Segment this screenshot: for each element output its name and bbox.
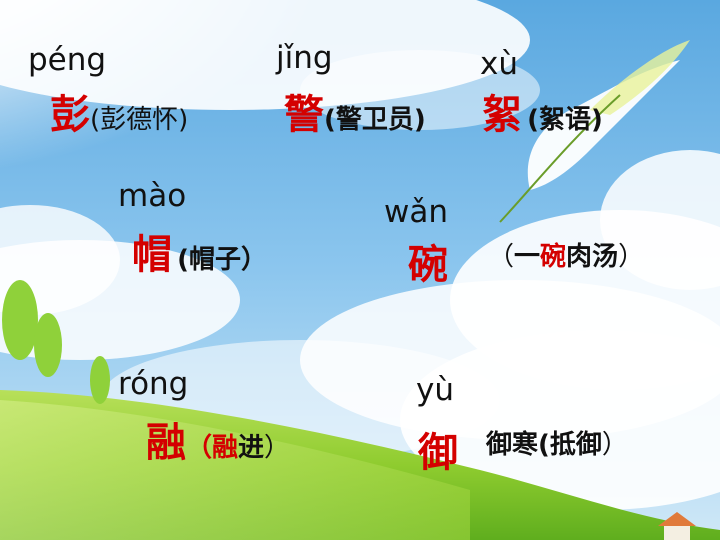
- tree-decoration: [2, 280, 110, 404]
- entry-peng: 彭(彭德怀): [50, 82, 188, 140]
- entry-jing: 警(警卫员): [284, 82, 426, 140]
- char-xu: 絮: [482, 92, 522, 138]
- word-rong-hl: 融: [212, 433, 239, 463]
- pinyin-xu: xù: [480, 46, 518, 82]
- word-jing: 警卫员: [335, 105, 414, 135]
- pinyin-rong: róng: [118, 366, 189, 402]
- word-jing-close: ): [413, 105, 426, 135]
- entry-rong: 融（融进）: [146, 410, 290, 468]
- word-rong-open: （: [186, 433, 213, 463]
- feather-decoration: [499, 40, 690, 223]
- word-rong-close: ）: [264, 433, 291, 463]
- pinyin-yu: yù: [416, 372, 454, 408]
- pinyin-wan: wǎn: [384, 194, 448, 230]
- pinyin-peng: péng: [28, 42, 107, 78]
- word-xu-close: ): [591, 105, 603, 135]
- pinyin-jing: jǐng: [276, 40, 333, 76]
- word-xu: 絮语: [538, 105, 591, 135]
- word-yu: 御寒(抵御: [486, 430, 602, 460]
- word-wan-hl: 碗: [540, 242, 567, 272]
- word-xu-open: (: [527, 105, 539, 135]
- char-yu-wrap: 御: [418, 420, 458, 478]
- entry-yu: 御寒(抵御）: [486, 424, 628, 461]
- word-wan-close: ）: [618, 242, 645, 272]
- word-peng: 彭德怀: [100, 105, 179, 135]
- entry-xu: 絮 (絮语): [482, 82, 603, 140]
- word-peng-open: (: [90, 105, 101, 135]
- word-mao-open: (: [177, 245, 189, 275]
- word-wan-open: （: [488, 242, 515, 272]
- char-wan: 碗: [408, 242, 448, 288]
- char-yu: 御: [418, 430, 458, 476]
- word-wan-pre: 一: [514, 242, 541, 272]
- word-wan-post: 肉汤: [566, 242, 619, 272]
- word-mao: 帽子: [188, 245, 241, 275]
- entry-mao: 帽 (帽子）: [132, 222, 267, 280]
- house-decoration: [658, 512, 696, 540]
- word-mao-close: ）: [241, 245, 268, 275]
- word-rong-post: 进: [238, 433, 265, 463]
- word-peng-close: ): [178, 105, 189, 135]
- char-jing: 警: [284, 92, 324, 138]
- char-mao: 帽: [132, 232, 172, 278]
- char-rong: 融: [146, 420, 186, 466]
- entry-wan: （一碗肉汤）: [488, 236, 644, 273]
- char-wan-wrap: 碗: [408, 232, 448, 290]
- word-jing-open: (: [324, 105, 336, 135]
- word-yu-close: ）: [601, 430, 628, 460]
- char-peng: 彭: [50, 92, 90, 138]
- pinyin-mao: mào: [118, 178, 187, 214]
